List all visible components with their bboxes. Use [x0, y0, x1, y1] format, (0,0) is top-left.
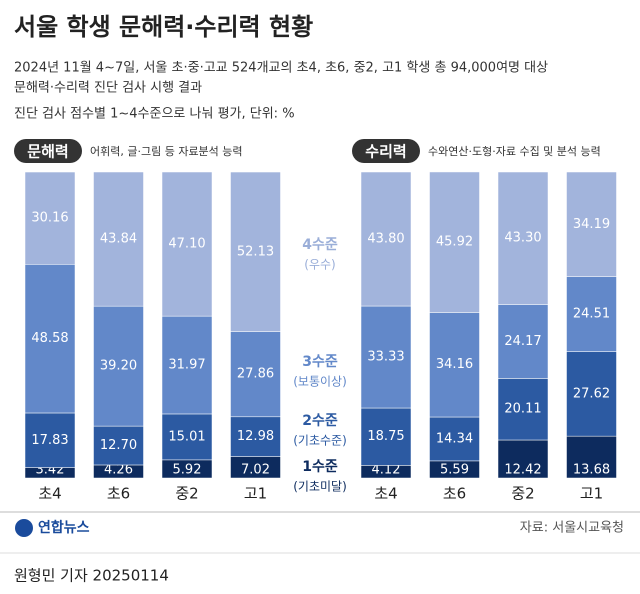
bar-segment: [497, 171, 549, 305]
category-label: 초6: [107, 485, 130, 503]
chart-description: 수와연산·도형·자료 수집 및 분석 능력: [428, 145, 601, 158]
value-label: 24.17: [504, 334, 541, 349]
value-label: 4.12: [372, 463, 401, 478]
bar-segment: [360, 407, 412, 466]
bar-segment: [230, 331, 281, 418]
value-label: 18.75: [367, 429, 404, 444]
legend-note: (기초수준): [293, 434, 347, 448]
category-label: 초4: [38, 485, 61, 503]
chart-label-pill: [352, 139, 420, 163]
value-label: 14.34: [436, 431, 473, 446]
value-label: 31.97: [168, 358, 205, 373]
value-label: 27.86: [237, 367, 274, 382]
legend-name: 2수준: [302, 413, 338, 429]
bar-segment: [24, 171, 76, 265]
chart-label-pill: [14, 139, 82, 163]
bar-segment: [429, 171, 480, 313]
source: 자료: 서울시교육청: [520, 521, 624, 536]
legend-name: 3수준: [302, 354, 338, 370]
subtitle: 2024년 11월 4~7일, 서울 초·중·고교 524개교의 초4, 초6,…: [14, 61, 548, 76]
bar-segment: [93, 171, 144, 307]
category-label: 초4: [374, 485, 397, 503]
bar-segment: [566, 171, 617, 277]
value-label: 30.16: [31, 211, 68, 226]
value-label: 20.11: [504, 402, 541, 417]
bar-segment: [497, 439, 549, 479]
bar-segment: [497, 304, 549, 379]
value-label: 33.33: [367, 350, 404, 365]
category-label: 고1: [580, 485, 603, 503]
bar-segment: [161, 171, 213, 317]
legend-note: (기초미달): [293, 480, 347, 494]
chart-label: 수리력: [365, 143, 406, 161]
bar-segment: [360, 305, 412, 409]
bar-segment: [497, 378, 549, 441]
legend-note: (보통이상): [293, 375, 347, 389]
category-label: 중2: [175, 485, 198, 503]
value-label: 4.26: [104, 463, 133, 478]
value-label: 52.13: [237, 244, 274, 259]
value-label: 43.30: [504, 231, 541, 246]
title: 서울 학생 문해력·수리력 현황: [14, 13, 313, 41]
bar-segment: [230, 171, 281, 332]
bar-segment: [161, 315, 213, 415]
bar-segment: [93, 425, 144, 466]
value-label: 43.84: [100, 232, 137, 247]
value-label: 5.92: [173, 463, 202, 478]
bar-segment: [24, 412, 76, 468]
value-label: 34.19: [573, 217, 610, 232]
bar-segment: [360, 171, 412, 307]
bar-segment: [24, 264, 76, 414]
value-label: 13.68: [573, 463, 610, 478]
chart-description: 어휘력, 글·그림 등 자료분석 능력: [90, 145, 243, 158]
value-label: 47.10: [168, 237, 205, 252]
bar-segment: [566, 276, 617, 352]
category-label: 초6: [443, 485, 466, 503]
bar-segment: [429, 312, 480, 418]
value-label: 39.20: [100, 359, 137, 374]
bar-segment: [161, 413, 213, 461]
value-label: 24.51: [573, 307, 610, 322]
logo: 연합뉴스: [38, 519, 90, 536]
credit: 원형민 기자 20250114: [14, 567, 169, 585]
bar-segment: [93, 305, 144, 427]
legend-name: 4수준: [302, 237, 338, 253]
value-label: 5.59: [440, 463, 469, 478]
chart-label: 문해력: [27, 143, 68, 161]
category-label: 중2: [511, 485, 534, 503]
value-label: 43.80: [367, 232, 404, 247]
value-label: 48.58: [31, 331, 68, 346]
value-label: 34.16: [436, 357, 473, 372]
bar-segment: [230, 416, 281, 457]
value-label: 15.01: [168, 429, 205, 444]
value-label: 17.83: [31, 433, 68, 448]
category-label: 고1: [244, 485, 267, 503]
bar-segment: [566, 435, 617, 479]
value-label: 12.98: [237, 429, 274, 444]
value-label: 27.62: [573, 386, 610, 401]
subtitle: 진단 검사 점수별 1~4수준으로 나눠 평가, 단위: %: [14, 107, 295, 122]
bar-segment: [566, 351, 617, 437]
value-label: 12.70: [100, 438, 137, 453]
legend-name: 1수준: [302, 459, 338, 475]
legend-note: (우수): [304, 258, 335, 272]
value-label: 12.42: [504, 463, 541, 478]
subtitle: 문해력·수리력 진단 검사 시행 결과: [14, 80, 202, 96]
value-label: 45.92: [436, 235, 473, 250]
bar-segment: [429, 416, 480, 462]
value-label: 7.02: [241, 463, 270, 478]
logo-icon: [15, 519, 33, 537]
